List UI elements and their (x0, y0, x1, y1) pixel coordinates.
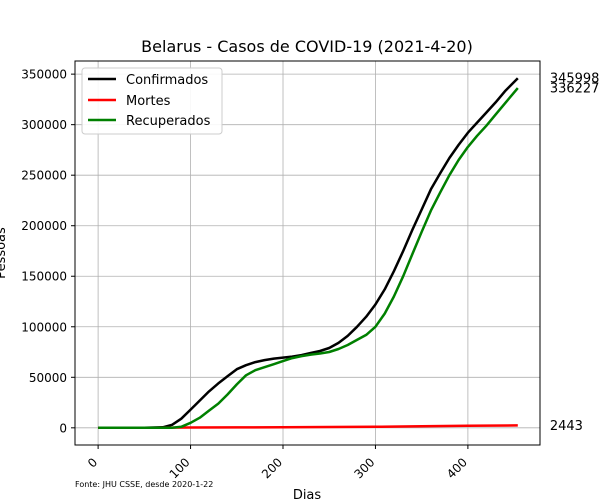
x-axis-ticks: 0 100 200 300 400 (85, 445, 470, 481)
legend-label-recuperados: Recuperados (126, 114, 211, 129)
legend: Confirmados Mortes Recuperados (81, 67, 223, 135)
data-series (98, 77, 519, 430)
end-label-confirmados: 345998 (550, 72, 600, 87)
end-label-recuperados: 336227 (550, 82, 600, 97)
y-tick-label: 250000 (21, 169, 67, 183)
x-tick-label: 100 (167, 455, 193, 481)
y-tick-label: 200000 (21, 219, 67, 233)
y-tick-label: 100000 (21, 320, 67, 334)
x-tick-label: 300 (351, 455, 377, 481)
y-axis-label: Pessoas (0, 227, 9, 279)
chart-title: Belarus - Casos de COVID-19 (2021-4-20) (141, 37, 473, 56)
legend-box (81, 67, 223, 135)
y-tick-label: 350000 (21, 68, 67, 82)
plot-frame (74, 60, 541, 446)
x-tick-label: 400 (444, 455, 470, 481)
x-tick-label: 0 (85, 455, 100, 470)
y-tick-label: 50000 (29, 371, 67, 385)
y-tick-label: 300000 (21, 118, 67, 132)
y-tick-label: 0 (59, 421, 67, 435)
legend-label-confirmados: Confirmados (126, 73, 208, 88)
end-value-labels: 345998 2443 336227 (550, 72, 600, 434)
x-axis-label: Dias (293, 488, 322, 500)
y-tick-label: 150000 (21, 270, 67, 284)
end-label-mortes: 2443 (550, 419, 583, 434)
x-tick-label: 200 (259, 455, 285, 481)
legend-label-mortes: Mortes (126, 94, 171, 109)
series-line-recuperados (98, 87, 519, 430)
source-note: Fonte: JHU CSSE, desde 2020-1-22 (75, 480, 213, 489)
series-line-confirmados (98, 77, 519, 430)
y-axis-ticks: 0 50000 100000 150000 200000 250000 300000 3500… (21, 68, 75, 435)
